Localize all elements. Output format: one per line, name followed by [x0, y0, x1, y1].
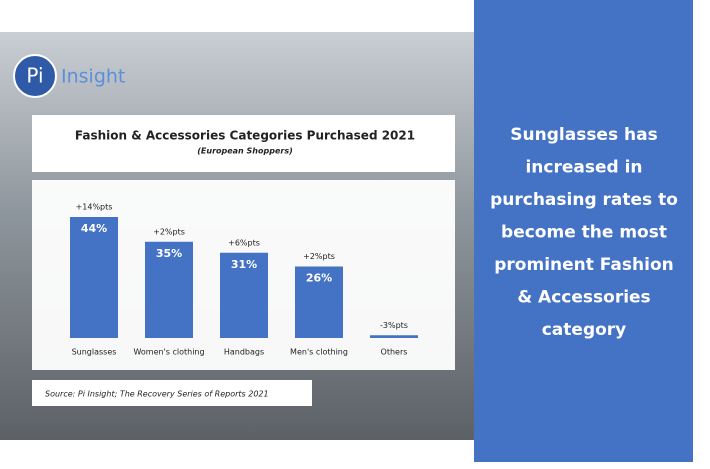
value-label: 44% — [81, 222, 107, 235]
source-box — [32, 380, 312, 406]
bar — [370, 335, 418, 338]
chart-subtitle: (European Shoppers) — [197, 147, 292, 156]
bar — [295, 266, 343, 338]
callout-line: increased in — [525, 158, 642, 178]
bar — [70, 217, 118, 338]
x-tick-label: Handbags — [224, 348, 264, 357]
x-tick-label: Women's clothing — [133, 348, 204, 357]
logo-circle — [13, 54, 57, 98]
callout-line: & Accessories — [517, 288, 650, 308]
x-tick-label: Sunglasses — [72, 348, 117, 357]
callout-panel — [474, 0, 693, 462]
callout-text: Sunglasses has increased in purchasing rat… — [490, 125, 678, 340]
x-tick-label: Others — [381, 348, 408, 357]
bar — [220, 252, 268, 338]
change-label: +6%pts — [228, 238, 260, 247]
bar — [145, 241, 193, 338]
logo-mark: Pi — [26, 64, 43, 88]
logo-word: Insight — [61, 66, 125, 88]
source: Source: Pi Insight; The Recovery Series … — [45, 390, 269, 399]
x-tick-label: Men's clothing — [290, 348, 348, 357]
change-label: +2%pts — [153, 227, 185, 236]
callout-line: prominent Fashion — [494, 255, 673, 275]
change-label: +2%pts — [303, 252, 335, 261]
change-label: -3%pts — [380, 321, 408, 330]
callout-line: become the most — [501, 223, 667, 243]
value-label: 26% — [306, 272, 332, 285]
callout-line: purchasing rates to — [490, 190, 678, 210]
value-label: 35% — [156, 247, 182, 260]
callout-line: category — [542, 320, 627, 340]
title-box — [32, 115, 455, 172]
change-label: +14%pts — [76, 203, 113, 212]
chart-title: Fashion & Accessories Categories Purchas… — [75, 129, 415, 143]
value-label: 31% — [231, 258, 257, 271]
callout-line: Sunglasses has — [510, 125, 657, 145]
